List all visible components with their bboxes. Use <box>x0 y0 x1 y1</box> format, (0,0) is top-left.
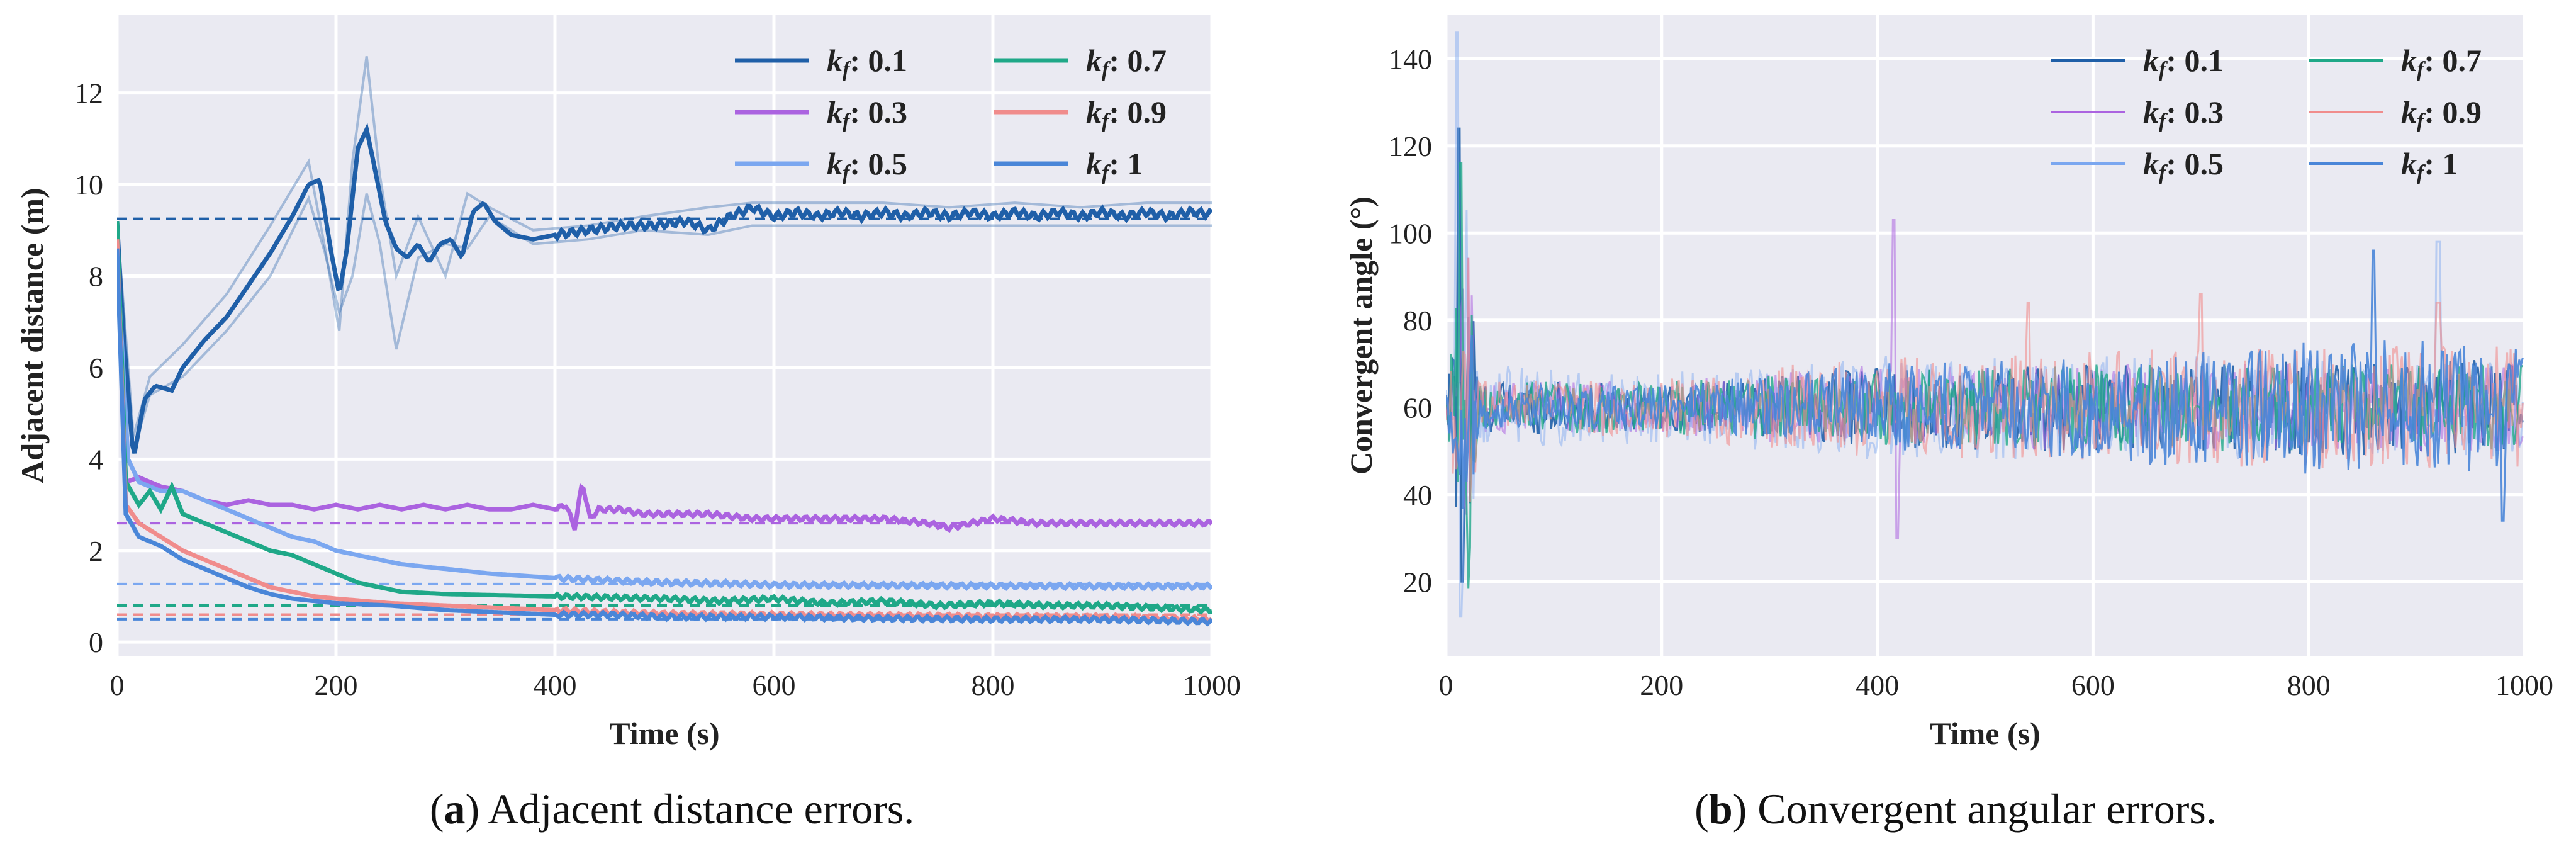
x-tick-label: 1000 <box>2495 669 2553 701</box>
series-line-kf_1 <box>117 248 1212 627</box>
x-tick-label: 800 <box>972 669 1015 701</box>
series-line-kf_1 <box>1446 249 2524 522</box>
x-tick-label: 600 <box>2071 669 2115 701</box>
x-tick-label: 600 <box>753 669 796 701</box>
y-tick-label: 40 <box>1403 479 1432 511</box>
x-tick-label: 200 <box>1640 669 1683 701</box>
y-tick-label: 0 <box>89 626 103 658</box>
plot-area <box>1446 15 2524 656</box>
legend-label-kf_0.7: kf: 0.7 <box>1086 43 1167 81</box>
x-axis-label: Time (s) <box>609 716 719 751</box>
legend-label-kf_0.5: kf: 0.5 <box>827 146 907 184</box>
y-tick-label: 2 <box>89 535 103 567</box>
y-tick-label: 12 <box>74 77 103 110</box>
y-tick-label: 100 <box>1389 217 1432 249</box>
x-tick-label: 200 <box>315 669 358 701</box>
x-tick-label: 400 <box>1856 669 1899 701</box>
x-axis-label: Time (s) <box>1930 716 2040 751</box>
plot-lines <box>1446 31 2524 618</box>
caption-b: (b) Convergent angular errors. <box>1694 785 2217 833</box>
x-tick-label: 800 <box>2287 669 2331 701</box>
x-tick-label: 0 <box>1439 669 1453 701</box>
legend-label-kf_1: kf: 1 <box>2401 146 2458 184</box>
series-line-kf_0.5 <box>117 252 1212 592</box>
caption-a: (a) Adjacent distance errors. <box>430 785 914 833</box>
legend-label-kf_0.7: kf: 0.7 <box>2401 43 2482 81</box>
x-tick-label: 400 <box>534 669 577 701</box>
series-line-kf_0.7 <box>117 221 1212 615</box>
y-tick-label: 60 <box>1403 392 1432 424</box>
series-line-kf_0.1 <box>117 122 1212 454</box>
series-line-kf_0.9 <box>117 239 1212 624</box>
y-tick-label: 10 <box>74 169 103 201</box>
plot-lines <box>117 56 1212 627</box>
legend-label-kf_0.9: kf: 0.9 <box>2401 94 2482 133</box>
x-tick-label: 0 <box>110 669 125 701</box>
y-tick-label: 20 <box>1403 566 1432 598</box>
y-tick-label: 140 <box>1389 43 1432 75</box>
y-tick-label: 4 <box>89 443 103 475</box>
y-tick-label: 120 <box>1389 130 1432 162</box>
legend-label-kf_0.5: kf: 0.5 <box>2143 146 2224 184</box>
y-tick-label: 6 <box>89 352 103 384</box>
y-tick-label: 80 <box>1403 305 1432 337</box>
y-tick-label: 8 <box>89 260 103 292</box>
legend-label-kf_1: kf: 1 <box>1086 146 1143 184</box>
legend-label-kf_0.9: kf: 0.9 <box>1086 94 1167 133</box>
legend-label-kf_0.1: kf: 0.1 <box>2143 43 2224 81</box>
chart-panel-a: 0 200 400 600 800 1000 0 2 4 6 8 10 12 Time (s) Adjace… <box>14 15 1241 751</box>
legend-label-kf_0.1: kf: 0.1 <box>827 43 907 81</box>
series-line-kf_0.3 <box>117 230 1212 533</box>
legend-label-kf_0.3: kf: 0.3 <box>827 94 907 133</box>
x-tick-label: 1000 <box>1183 669 1241 701</box>
legend-label-kf_0.3: kf: 0.3 <box>2143 94 2224 133</box>
chart-panel-b: 0 200 400 600 800 1000 20 40 60 80 100 120 140 Time (… <box>1343 15 2553 751</box>
series-raw-raw_upper <box>117 56 1212 437</box>
y-axis-label: Adjacent distance (m) <box>14 188 50 483</box>
y-axis-label: Convergent angle (°) <box>1343 196 1379 475</box>
